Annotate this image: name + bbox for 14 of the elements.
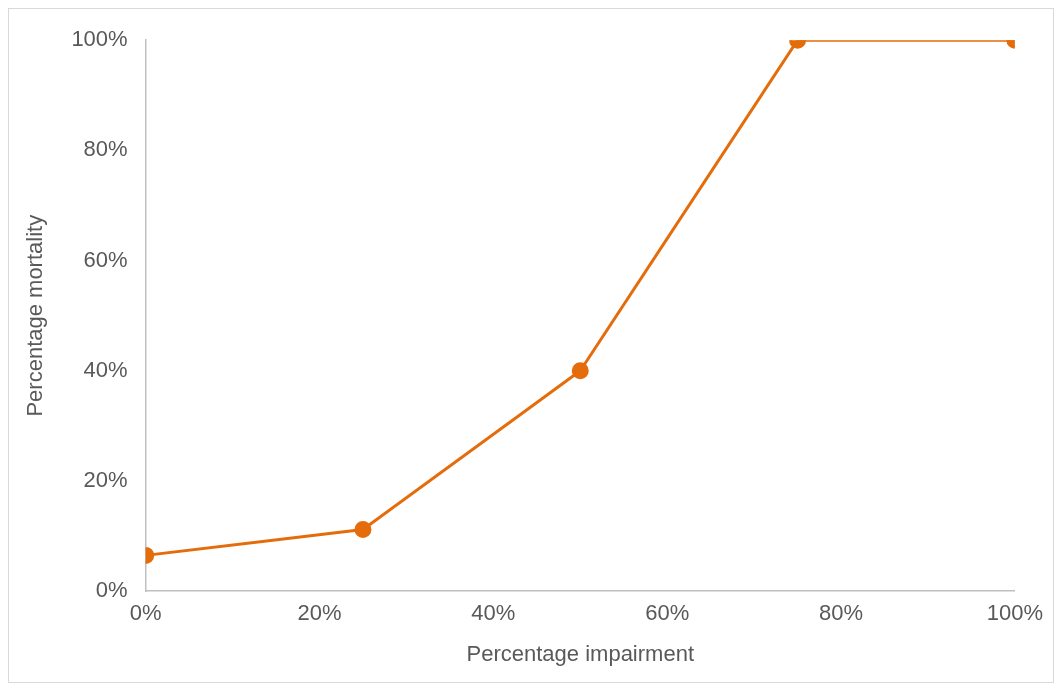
x-tick-label: 100%: [986, 600, 1044, 626]
x-tick-label: 40%: [471, 600, 516, 626]
y-tick-label: 20%: [83, 467, 128, 493]
y-tick-label: 80%: [83, 136, 128, 162]
x-tick-label: 80%: [819, 600, 864, 626]
x-axis-title: Percentage impairment: [466, 640, 694, 666]
y-tick-label: 60%: [83, 246, 128, 272]
y-tick-label: 0%: [95, 577, 128, 603]
x-tick-label: 20%: [297, 600, 342, 626]
y-axis-title: Percentage mortality: [22, 214, 48, 417]
y-tick-label: 100%: [71, 26, 128, 52]
y-tick-label: 40%: [83, 356, 128, 382]
x-tick-label: 0%: [129, 600, 162, 626]
x-tick-label: 60%: [645, 600, 690, 626]
